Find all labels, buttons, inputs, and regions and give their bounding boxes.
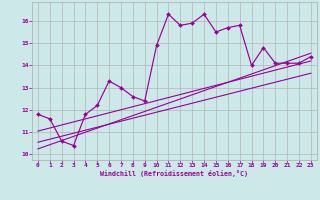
X-axis label: Windchill (Refroidissement éolien,°C): Windchill (Refroidissement éolien,°C) [100, 170, 248, 177]
